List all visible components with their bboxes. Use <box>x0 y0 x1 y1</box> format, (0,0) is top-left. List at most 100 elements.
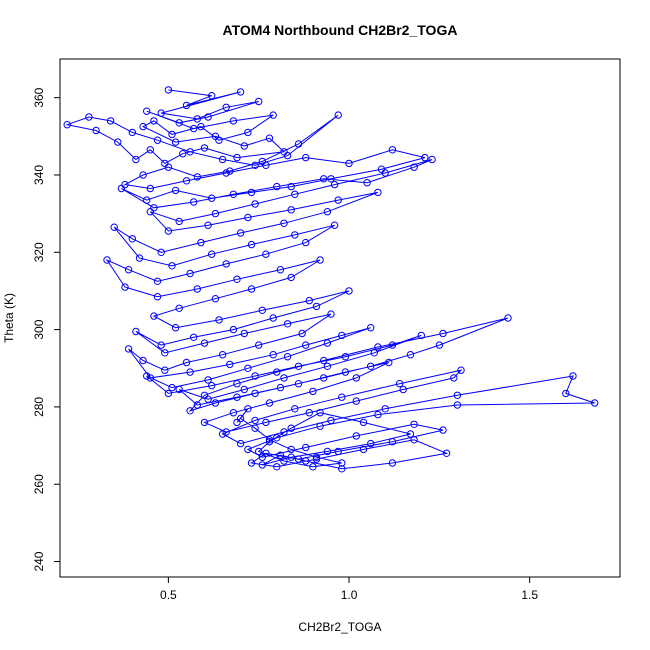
data-point <box>262 250 270 258</box>
y-tick-label: 360 <box>32 87 46 107</box>
data-point <box>334 111 342 119</box>
data-point <box>103 256 111 264</box>
y-tick-label: 240 <box>32 551 46 571</box>
chart-title: ATOM4 Northbound CH2Br2_TOGA <box>223 22 458 38</box>
data-point <box>388 438 397 446</box>
data-point <box>381 405 389 413</box>
data-point <box>182 358 191 367</box>
data-point <box>287 182 295 191</box>
data-point <box>204 376 212 384</box>
data-point <box>222 103 230 112</box>
data-point <box>211 399 220 407</box>
data-point <box>204 221 212 229</box>
series-points <box>63 86 599 473</box>
data-point <box>193 401 202 409</box>
data-point <box>200 144 209 152</box>
data-point <box>305 296 313 305</box>
data-point <box>255 97 263 106</box>
data-point <box>421 153 429 162</box>
data-point <box>262 161 270 170</box>
data-point <box>276 266 285 274</box>
data-point <box>406 430 415 438</box>
data-point <box>273 463 281 471</box>
data-point <box>135 254 144 262</box>
data-point <box>233 153 241 162</box>
data-point <box>258 461 266 469</box>
y-tick-label: 260 <box>32 474 46 494</box>
data-point <box>442 449 451 457</box>
data-point <box>233 393 241 401</box>
data-point <box>247 240 256 249</box>
data-point <box>168 262 176 270</box>
data-point <box>374 343 382 351</box>
data-point <box>85 113 93 121</box>
data-point <box>316 409 324 417</box>
data-point <box>381 169 389 177</box>
data-point <box>128 235 137 243</box>
data-point <box>280 428 288 436</box>
data-point <box>302 457 310 465</box>
data-point <box>591 399 599 407</box>
data-point <box>128 128 137 137</box>
data-point <box>193 115 202 123</box>
data-point <box>229 325 238 334</box>
data-point <box>146 184 155 193</box>
data-point <box>168 383 176 392</box>
data-point <box>146 208 155 216</box>
data-point <box>200 418 209 427</box>
data-point <box>247 285 256 293</box>
series-line <box>65 89 595 470</box>
data-point <box>435 341 444 349</box>
data-point <box>211 132 220 141</box>
data-point <box>341 368 350 376</box>
data-point <box>359 445 368 454</box>
plot-area-frame <box>59 58 621 578</box>
data-point <box>410 436 418 444</box>
data-point <box>283 353 292 361</box>
data-point <box>388 341 397 349</box>
data-point <box>428 155 436 164</box>
data-point <box>269 111 277 119</box>
data-point <box>276 383 285 392</box>
data-point <box>265 436 274 444</box>
x-tick-label: 0.5 <box>160 588 177 602</box>
data-point <box>359 418 368 427</box>
data-point <box>280 457 288 465</box>
data-point <box>110 223 118 231</box>
data-point <box>146 374 155 382</box>
data-point <box>150 312 158 320</box>
data-point <box>327 416 335 425</box>
data-point <box>186 407 194 415</box>
data-point <box>323 362 332 370</box>
data-point <box>153 293 162 301</box>
data-point <box>294 362 303 370</box>
data-point <box>124 266 133 274</box>
data-point <box>287 424 295 432</box>
data-point <box>309 387 317 396</box>
x-tick-label: 1.5 <box>521 588 538 602</box>
data-point <box>197 238 205 247</box>
data-point <box>273 434 281 442</box>
data-point <box>374 410 382 419</box>
data-point <box>569 372 577 380</box>
data-point <box>287 206 295 214</box>
data-point <box>385 358 393 367</box>
data-point <box>161 366 169 374</box>
data-point <box>312 453 321 461</box>
data-point <box>294 140 303 148</box>
data-point <box>294 455 303 463</box>
data-point <box>208 194 216 202</box>
data-point <box>370 349 378 357</box>
data-point <box>186 368 194 376</box>
data-point <box>190 124 198 133</box>
data-point <box>410 420 418 428</box>
data-point <box>121 283 129 291</box>
data-point <box>439 426 447 434</box>
data-point <box>244 364 252 372</box>
data-point <box>291 190 299 199</box>
data-point <box>179 150 187 158</box>
data-point <box>251 416 259 425</box>
data-point <box>139 171 147 179</box>
data-point <box>229 190 238 199</box>
